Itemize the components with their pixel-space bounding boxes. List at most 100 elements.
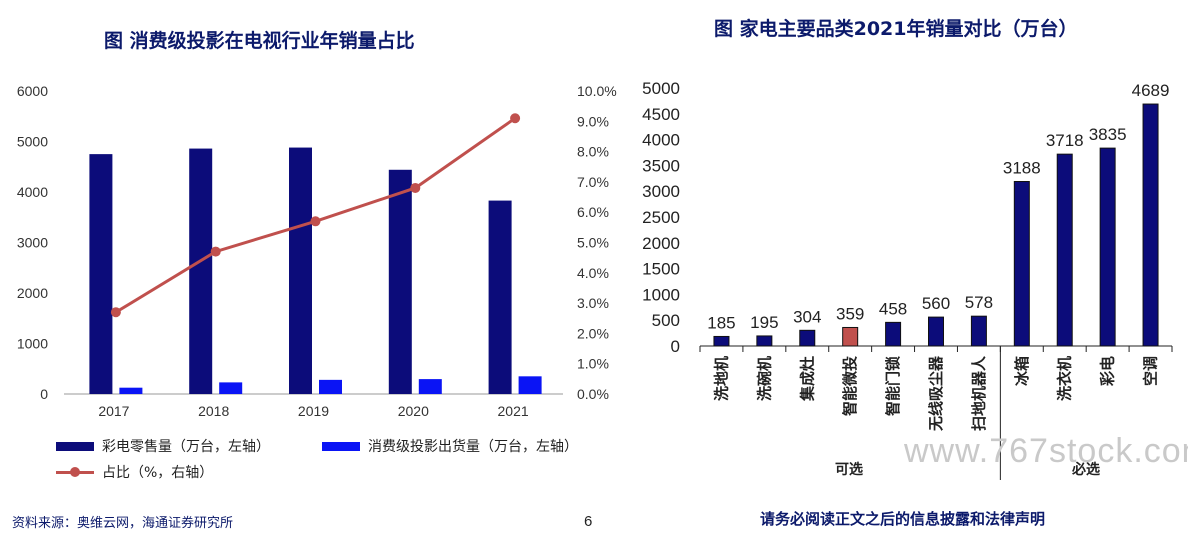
x-tick-label-无线吸尘器: 无线吸尘器: [927, 355, 945, 432]
ratio-point-2017: [110, 307, 121, 318]
data-label-洗衣机: 3718: [1046, 131, 1084, 150]
data-label-集成灶: 304: [793, 307, 821, 326]
y-tick-label: 500: [652, 311, 680, 330]
x-tick-label-空调: 空调: [1142, 356, 1160, 386]
y-tick-label: 5000: [642, 79, 680, 98]
data-label-冰箱: 3188: [1003, 158, 1041, 177]
bar-空调: [1142, 103, 1159, 347]
left-y-tick-label: 2000: [17, 285, 48, 301]
x-tick-label-2018: 2018: [198, 403, 229, 419]
x-tick-label-扫地机器人: 扫地机器人: [970, 355, 988, 431]
left-y-tick-label: 0: [40, 386, 48, 402]
y-tick-label: 2500: [642, 208, 680, 227]
bar-tv-2020: [388, 169, 412, 394]
y-tick-label: 1500: [642, 260, 680, 279]
x-tick-label-智能微投: 智能微投: [841, 356, 859, 416]
bar-彩电: [1099, 147, 1116, 347]
bar-tv-2017: [89, 154, 113, 394]
y-tick-label: 3000: [642, 182, 680, 201]
bar-tv-2019: [289, 147, 312, 394]
bar-集成灶: [799, 329, 816, 347]
left-y-tick-label: 6000: [17, 83, 48, 99]
bar-projector-2020: [418, 379, 442, 394]
y-tick-label: 4500: [642, 105, 680, 124]
legend-label-ratio: 占比（%，右轴）: [102, 465, 214, 481]
x-tick-label-2020: 2020: [398, 403, 429, 419]
right-y-tick-label: 1.0%: [577, 356, 609, 372]
legend-item-projector: 消费级投影出货量（万台，左轴）: [322, 436, 578, 456]
left-y-tick-label: 4000: [17, 184, 48, 200]
x-tick-label-集成灶: 集成灶: [798, 356, 816, 402]
right-y-tick-label: 8.0%: [577, 144, 609, 160]
right-y-tick-label: 9.0%: [577, 113, 609, 129]
bar-智能微投: [842, 326, 859, 347]
legend-swatch-tv: [56, 441, 94, 451]
bar-无线吸尘器: [928, 316, 944, 347]
data-label-智能门锁: 458: [879, 299, 907, 318]
right-y-tick-label: 6.0%: [577, 204, 609, 220]
legend-label-tv: 彩电零售量（万台，左轴）: [102, 439, 270, 455]
bar-projector-2019: [319, 379, 342, 394]
x-tick-label-2019: 2019: [298, 403, 329, 419]
left-y-tick-label: 1000: [17, 336, 48, 352]
x-tick-label-洗碗机: 洗碗机: [755, 356, 773, 401]
x-tick-label-彩电: 彩电: [1099, 356, 1117, 387]
legend-swatch-ratio: [56, 466, 94, 477]
legend-label-projector: 消费级投影出货量（万台，左轴）: [368, 439, 578, 455]
left-y-tick-label: 3000: [17, 235, 48, 251]
bar-tv-2018: [189, 148, 213, 394]
left-chart-title: 图 消费级投影在电视行业年销量占比: [104, 30, 415, 52]
bar-projector-2018: [219, 382, 243, 394]
right-y-tick-label: 0.0%: [577, 386, 609, 402]
page-number: 6: [584, 513, 593, 530]
data-label-无线吸尘器: 560: [922, 294, 950, 313]
data-label-扫地机器人: 578: [965, 293, 993, 312]
data-label-洗地机: 185: [707, 313, 735, 332]
bar-projector-2021: [518, 376, 542, 394]
right-y-tick-label: 4.0%: [577, 265, 609, 281]
source-note: 资料来源：奥维云网，海通证券研究所: [12, 516, 234, 531]
x-tick-label-2017: 2017: [98, 403, 129, 419]
x-tick-label-智能门锁: 智能门锁: [884, 356, 902, 416]
right-y-tick-label: 7.0%: [577, 174, 609, 190]
data-label-彩电: 3835: [1089, 125, 1127, 144]
bar-智能门锁: [885, 321, 902, 347]
x-tick-label-洗地机: 洗地机: [712, 356, 730, 401]
x-tick-label-洗衣机: 洗衣机: [1056, 356, 1074, 401]
legend-item-ratio: 占比（%，右轴）: [56, 462, 213, 482]
ratio-point-2018: [210, 246, 221, 257]
x-tick-label-2021: 2021: [498, 403, 529, 419]
data-label-智能微投: 359: [836, 304, 864, 323]
x-tick-label-冰箱: 冰箱: [1013, 356, 1031, 386]
watermark: www.767stock.com: [904, 432, 1188, 470]
bar-projector-2017: [119, 387, 143, 394]
bar-tv-2021: [488, 200, 512, 394]
bar-洗碗机: [756, 335, 773, 347]
y-tick-label: 3500: [642, 156, 680, 175]
bar-洗衣机: [1056, 153, 1073, 347]
y-tick-label: 0: [671, 337, 680, 356]
ratio-point-2019: [310, 216, 321, 227]
group-label-required: 必选: [1072, 462, 1100, 478]
legend-item-tv: 彩电零售量（万台，左轴）: [56, 436, 270, 456]
ratio-point-2021: [510, 113, 521, 124]
ratio-point-2020: [410, 182, 421, 193]
right-y-tick-label: 5.0%: [577, 235, 609, 251]
y-tick-label: 4000: [642, 131, 680, 150]
right-y-tick-label: 2.0%: [577, 325, 609, 341]
right-y-tick-label: 3.0%: [577, 295, 609, 311]
data-label-空调: 4689: [1132, 81, 1170, 100]
disclaimer-link[interactable]: 请务必阅读正文之后的信息披露和法律声明: [760, 510, 1046, 528]
bar-冰箱: [1013, 180, 1030, 347]
bar-洗地机: [713, 335, 730, 347]
legend-swatch-projector: [322, 441, 360, 451]
right-y-tick-label: 10.0%: [577, 83, 617, 99]
y-tick-label: 1000: [642, 285, 680, 304]
left-y-tick-label: 5000: [17, 134, 48, 150]
data-label-洗碗机: 195: [750, 313, 778, 332]
right-chart-title: 图 家电主要品类2021年销量对比（万台）: [714, 18, 1078, 40]
y-tick-label: 2000: [642, 234, 680, 253]
bar-扫地机器人: [970, 315, 987, 347]
